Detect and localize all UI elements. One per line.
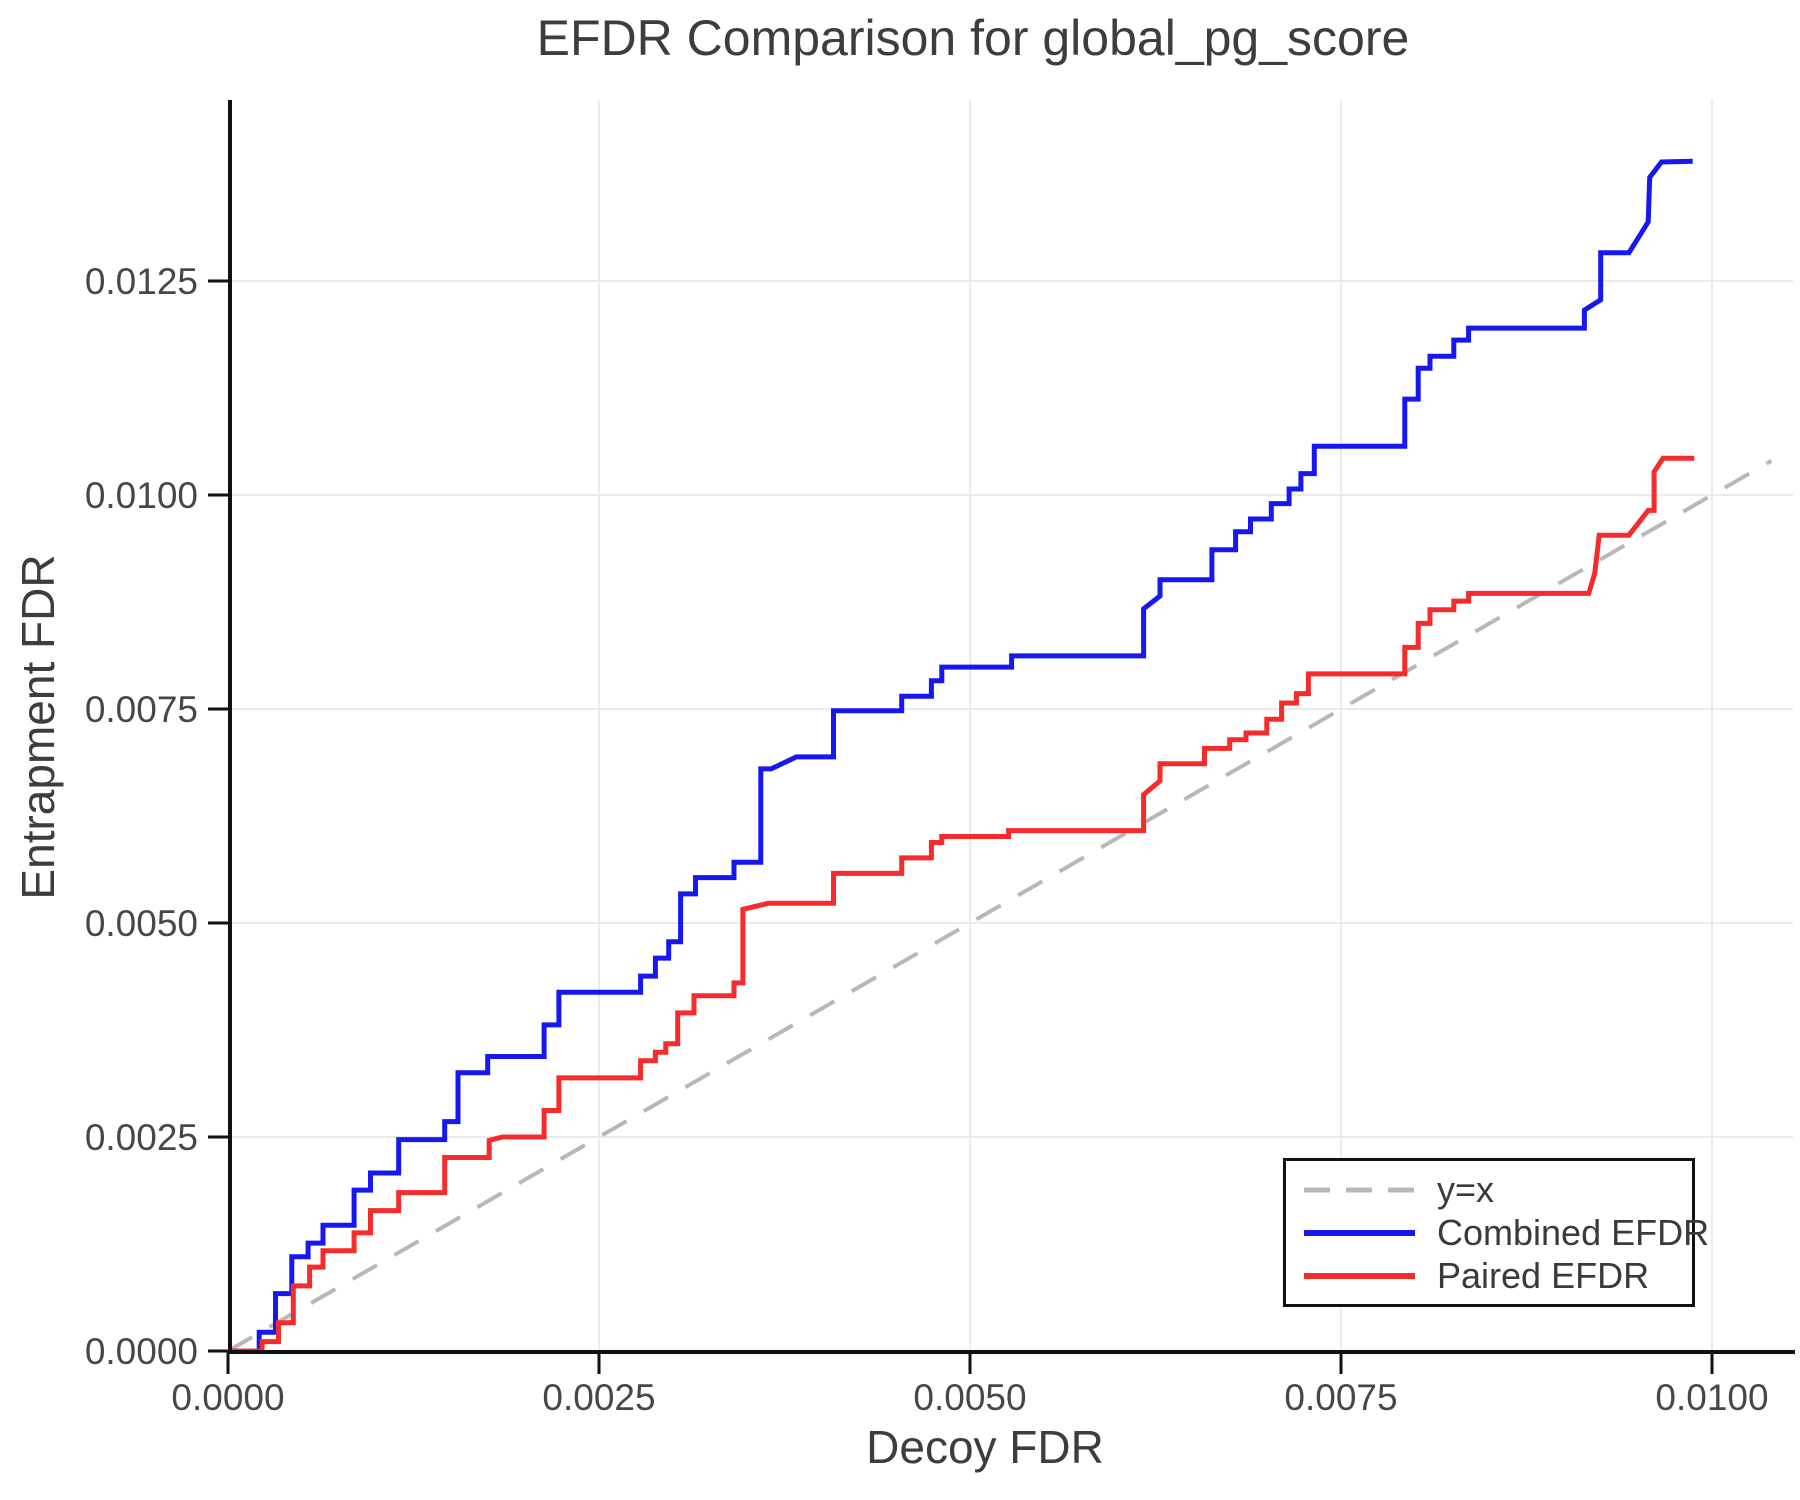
y-tick-label: 0.0075 [85, 689, 198, 730]
y-tick-label: 0.0100 [85, 475, 198, 516]
legend-item-paired-efdr: Paired EFDR [1302, 1255, 1676, 1296]
y-tick-label: 0.0000 [85, 1331, 198, 1372]
blue-line-sample [1304, 1229, 1415, 1236]
legend-label-yx: y=x [1437, 1168, 1495, 1210]
legend-label-paired-efdr: Paired EFDR [1437, 1254, 1650, 1296]
legend: y=x Combined EFDR Paired EFDR [1283, 1158, 1709, 1307]
x-axis-label: Decoy FDR [866, 1421, 1104, 1473]
series-paired-efdr [228, 455, 1695, 1354]
y-tick-label: 0.0050 [85, 903, 198, 944]
x-tick-label: 0.0050 [913, 1377, 1026, 1418]
red-line-sample [1304, 1272, 1415, 1279]
legend-item-yx: y=x [1302, 1169, 1676, 1210]
x-tick-label: 0.0100 [1655, 1377, 1768, 1418]
y-tick-label: 0.0025 [85, 1117, 198, 1158]
legend-item-combined-efdr: Combined EFDR [1302, 1212, 1709, 1253]
legend-label-combined-efdr: Combined EFDR [1437, 1211, 1710, 1253]
y-tick-label: 0.0125 [85, 261, 198, 302]
x-tick-label: 0.0075 [1284, 1377, 1397, 1418]
series-combined-efdr [228, 158, 1693, 1354]
x-tick-label: 0.0000 [171, 1377, 284, 1418]
series-y-x [227, 459, 1773, 1353]
y-axis-label: Entrapment FDR [12, 554, 64, 900]
chart-title: EFDR Comparison for global_pg_score [536, 10, 1410, 66]
dashed-line-sample [1304, 1187, 1415, 1192]
x-tick-label: 0.0025 [542, 1377, 655, 1418]
